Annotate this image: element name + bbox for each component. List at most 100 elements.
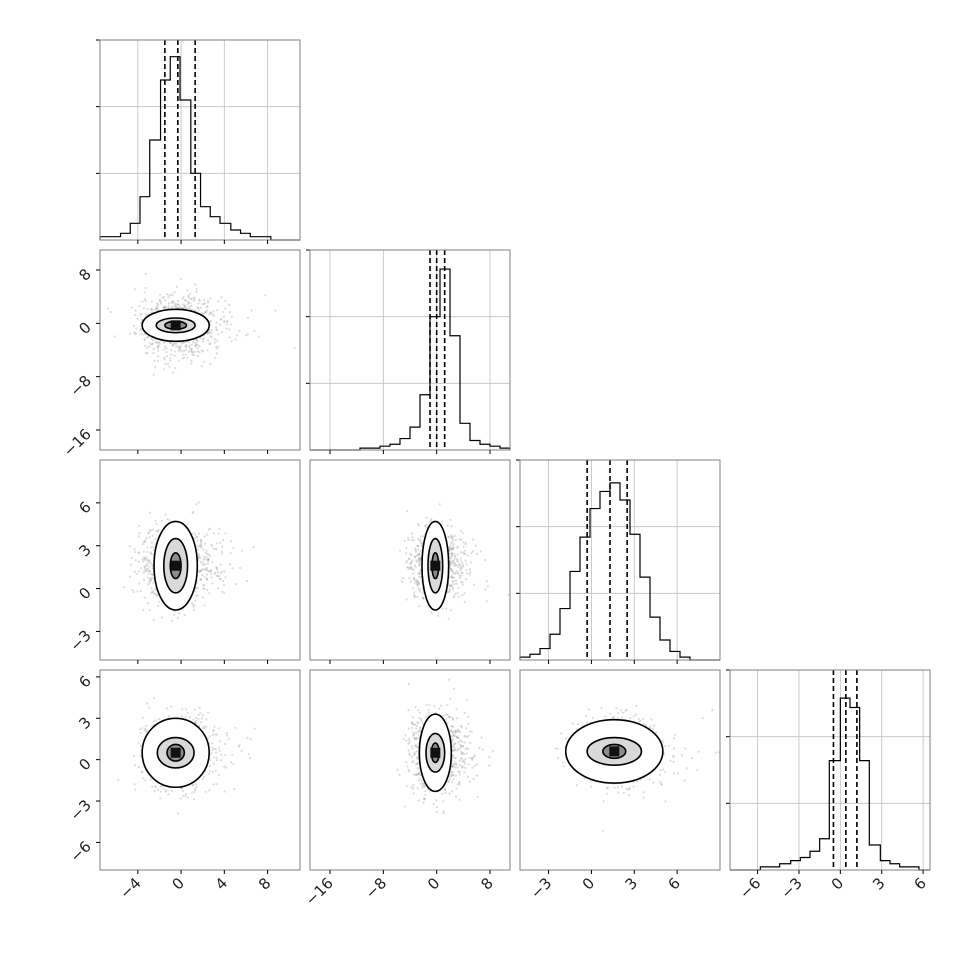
scatter-point xyxy=(223,570,226,573)
scatter-point xyxy=(449,547,452,551)
scatter-point xyxy=(250,309,253,312)
scatter-point xyxy=(138,551,141,554)
scatter-point xyxy=(245,334,248,337)
scatter-point xyxy=(711,709,714,712)
scatter-point xyxy=(165,355,168,358)
scatter-point xyxy=(622,711,625,714)
scatter-point xyxy=(156,303,159,306)
scatter-point xyxy=(168,365,171,368)
scatter-point xyxy=(113,335,116,338)
scatter-point xyxy=(154,366,157,369)
scatter-point xyxy=(452,543,455,546)
scatter-point xyxy=(206,573,209,576)
scatter-point xyxy=(209,758,212,762)
scatter-point xyxy=(472,777,475,781)
scatter-point xyxy=(571,722,574,725)
scatter-point xyxy=(215,352,218,355)
scatter-point xyxy=(485,580,488,583)
scatter-point xyxy=(225,766,228,769)
scatter-point xyxy=(217,587,220,590)
scatter-point xyxy=(468,568,471,571)
scatter-point xyxy=(145,564,148,567)
scatter-point xyxy=(208,342,211,345)
scatter-point xyxy=(216,339,219,342)
scatter-point xyxy=(217,333,220,336)
scatter-point xyxy=(252,546,255,549)
scatter-point xyxy=(222,538,225,542)
scatter-point xyxy=(418,729,421,732)
scatter-point xyxy=(228,303,231,307)
scatter-point xyxy=(221,331,224,334)
scatter-point xyxy=(139,744,142,748)
scatter-point xyxy=(407,709,410,712)
scatter-point xyxy=(172,342,175,345)
scatter-point xyxy=(418,711,421,714)
scatter-point xyxy=(147,531,150,534)
scatter-point xyxy=(437,614,440,617)
scatter-point xyxy=(455,582,458,585)
scatter-point xyxy=(173,342,176,345)
scatter-point xyxy=(253,727,256,730)
scatter-point xyxy=(139,731,142,735)
scatter-point xyxy=(655,731,658,734)
scatter-point xyxy=(215,759,219,762)
scatter-point xyxy=(203,302,206,305)
scatter-point xyxy=(145,729,148,732)
scatter-point xyxy=(134,309,137,312)
scatter-point xyxy=(173,350,177,353)
scatter-point xyxy=(451,538,454,541)
panel-frame xyxy=(99,459,301,661)
scatter-point xyxy=(422,535,425,538)
scatter-point xyxy=(185,344,188,347)
scatter-point xyxy=(154,519,157,523)
scatter-point xyxy=(685,767,689,770)
scatter-point xyxy=(452,778,455,781)
scatter-point xyxy=(148,580,151,583)
scatter-point xyxy=(190,362,193,365)
scatter-point xyxy=(194,716,197,719)
scatter-point xyxy=(163,341,166,344)
scatter-point xyxy=(407,742,410,745)
scatter-point xyxy=(143,727,146,730)
scatter-point xyxy=(455,717,459,720)
scatter-point xyxy=(185,708,188,711)
scatter-point xyxy=(458,759,461,762)
scatter-point xyxy=(163,356,166,359)
scatter-point xyxy=(600,707,603,710)
scatter-point xyxy=(165,347,168,350)
scatter-point xyxy=(137,741,140,744)
scatter-point xyxy=(412,760,415,763)
scatter-point xyxy=(145,568,149,571)
scatter-point xyxy=(194,533,197,536)
scatter-point xyxy=(128,545,131,548)
scatter-point xyxy=(142,578,146,582)
scatter-point xyxy=(475,552,479,556)
scatter-point xyxy=(479,550,482,553)
scatter-point xyxy=(416,736,419,739)
scatter-point xyxy=(417,580,420,583)
scatter-point xyxy=(405,598,408,601)
scatter-point xyxy=(150,591,153,594)
scatter-point xyxy=(157,355,160,358)
scatter-point xyxy=(238,329,241,332)
scatter-point xyxy=(405,784,408,788)
scatter-point xyxy=(209,764,212,768)
scatter-point xyxy=(249,738,252,741)
scatter-point xyxy=(195,783,198,786)
scatter-point xyxy=(155,302,159,305)
scatter-point xyxy=(153,592,156,595)
scatter-point xyxy=(214,548,217,551)
scatter-point xyxy=(171,300,174,303)
scatter-point xyxy=(249,757,252,760)
scatter-point xyxy=(205,725,208,729)
scatter-point xyxy=(453,757,456,760)
scatter-point xyxy=(189,302,192,305)
scatter-point xyxy=(151,339,154,342)
density-peak xyxy=(430,747,441,758)
scatter-point xyxy=(206,331,210,334)
scatter-point xyxy=(210,576,213,579)
scatter-point xyxy=(453,763,457,766)
scatter-point xyxy=(155,529,158,533)
scatter-point xyxy=(423,797,426,800)
scatter-point xyxy=(418,554,421,557)
